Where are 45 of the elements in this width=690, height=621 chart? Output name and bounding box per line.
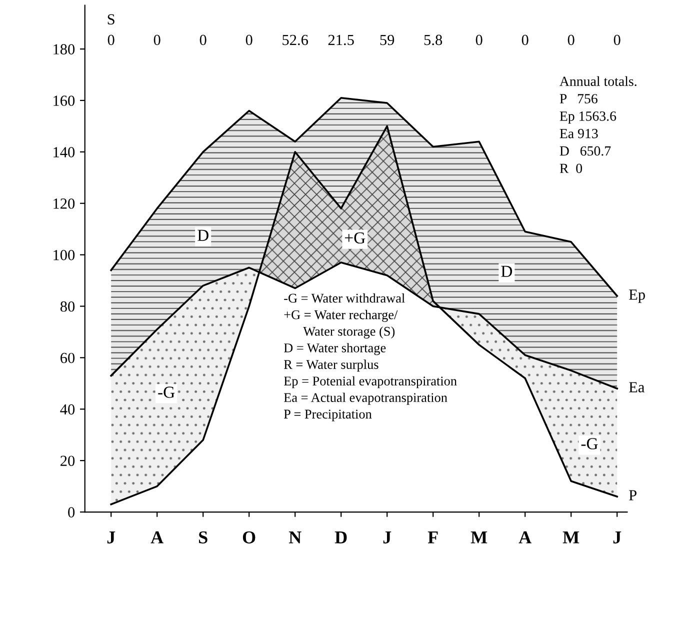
series-label: P xyxy=(629,490,636,500)
annotation: -G xyxy=(158,386,175,398)
x-tick-label: J xyxy=(383,531,392,544)
y-tick-label: 100 xyxy=(54,250,75,260)
y-tick-label: 160 xyxy=(54,96,75,106)
x-tick-label: M xyxy=(470,531,488,544)
y-tick-label: 80 xyxy=(60,301,75,312)
x-tick-label: F xyxy=(428,531,438,544)
x-tick-label: J xyxy=(107,531,116,544)
y-tick-label: 0 xyxy=(68,507,75,518)
x-tick-label: N xyxy=(288,531,302,544)
annotation: 0 xyxy=(246,34,252,46)
y-tick-label: 120 xyxy=(54,198,75,209)
series-label: Ep xyxy=(629,290,645,303)
annotation: S xyxy=(108,14,114,25)
annotation: 0 xyxy=(108,34,114,46)
annotation: 52.6 xyxy=(282,34,308,46)
annotation: D xyxy=(198,230,208,241)
annotation: 21.5 xyxy=(328,34,354,46)
annotation: 0 xyxy=(154,34,160,46)
annotation: 0 xyxy=(568,34,574,46)
annotation: D xyxy=(501,266,512,277)
annotation: Annual totals. P 756 Ep 1563.6 Ea 913 D 650.7 R 0 xyxy=(560,76,636,174)
y-tick-label: 140 xyxy=(54,147,75,158)
annotation: 0 xyxy=(476,34,482,46)
y-tick-label: 60 xyxy=(60,352,75,364)
x-tick-label: D xyxy=(334,531,347,544)
annotation: -G xyxy=(581,438,598,450)
annotation: -G = Water withdrawal +G = Water recharge/ Water storage (S) D = Water shortage R = Water surplus Ep = Potenial evapotranspiration Ea = Actual evapotranspiration P = Precipitation xyxy=(284,293,457,422)
x-tick-label: A xyxy=(518,531,532,544)
x-tick-label: O xyxy=(242,531,256,544)
series-label: Ea xyxy=(629,382,644,392)
annotation: 0 xyxy=(200,34,206,46)
x-tick-label: J xyxy=(613,531,622,544)
y-tick-label: 40 xyxy=(60,404,75,415)
x-tick-label: A xyxy=(150,531,164,544)
annotation: 0 xyxy=(522,34,528,46)
x-tick-label: S xyxy=(199,531,208,544)
annotation: 59 xyxy=(380,34,394,46)
annotation: 0 xyxy=(614,34,620,46)
x-tick-label: M xyxy=(562,531,580,544)
annotation: +G xyxy=(345,232,366,244)
y-tick-label: 20 xyxy=(60,456,75,466)
y-tick-label: 180 xyxy=(54,44,75,54)
annotation: 5.8 xyxy=(424,34,442,46)
